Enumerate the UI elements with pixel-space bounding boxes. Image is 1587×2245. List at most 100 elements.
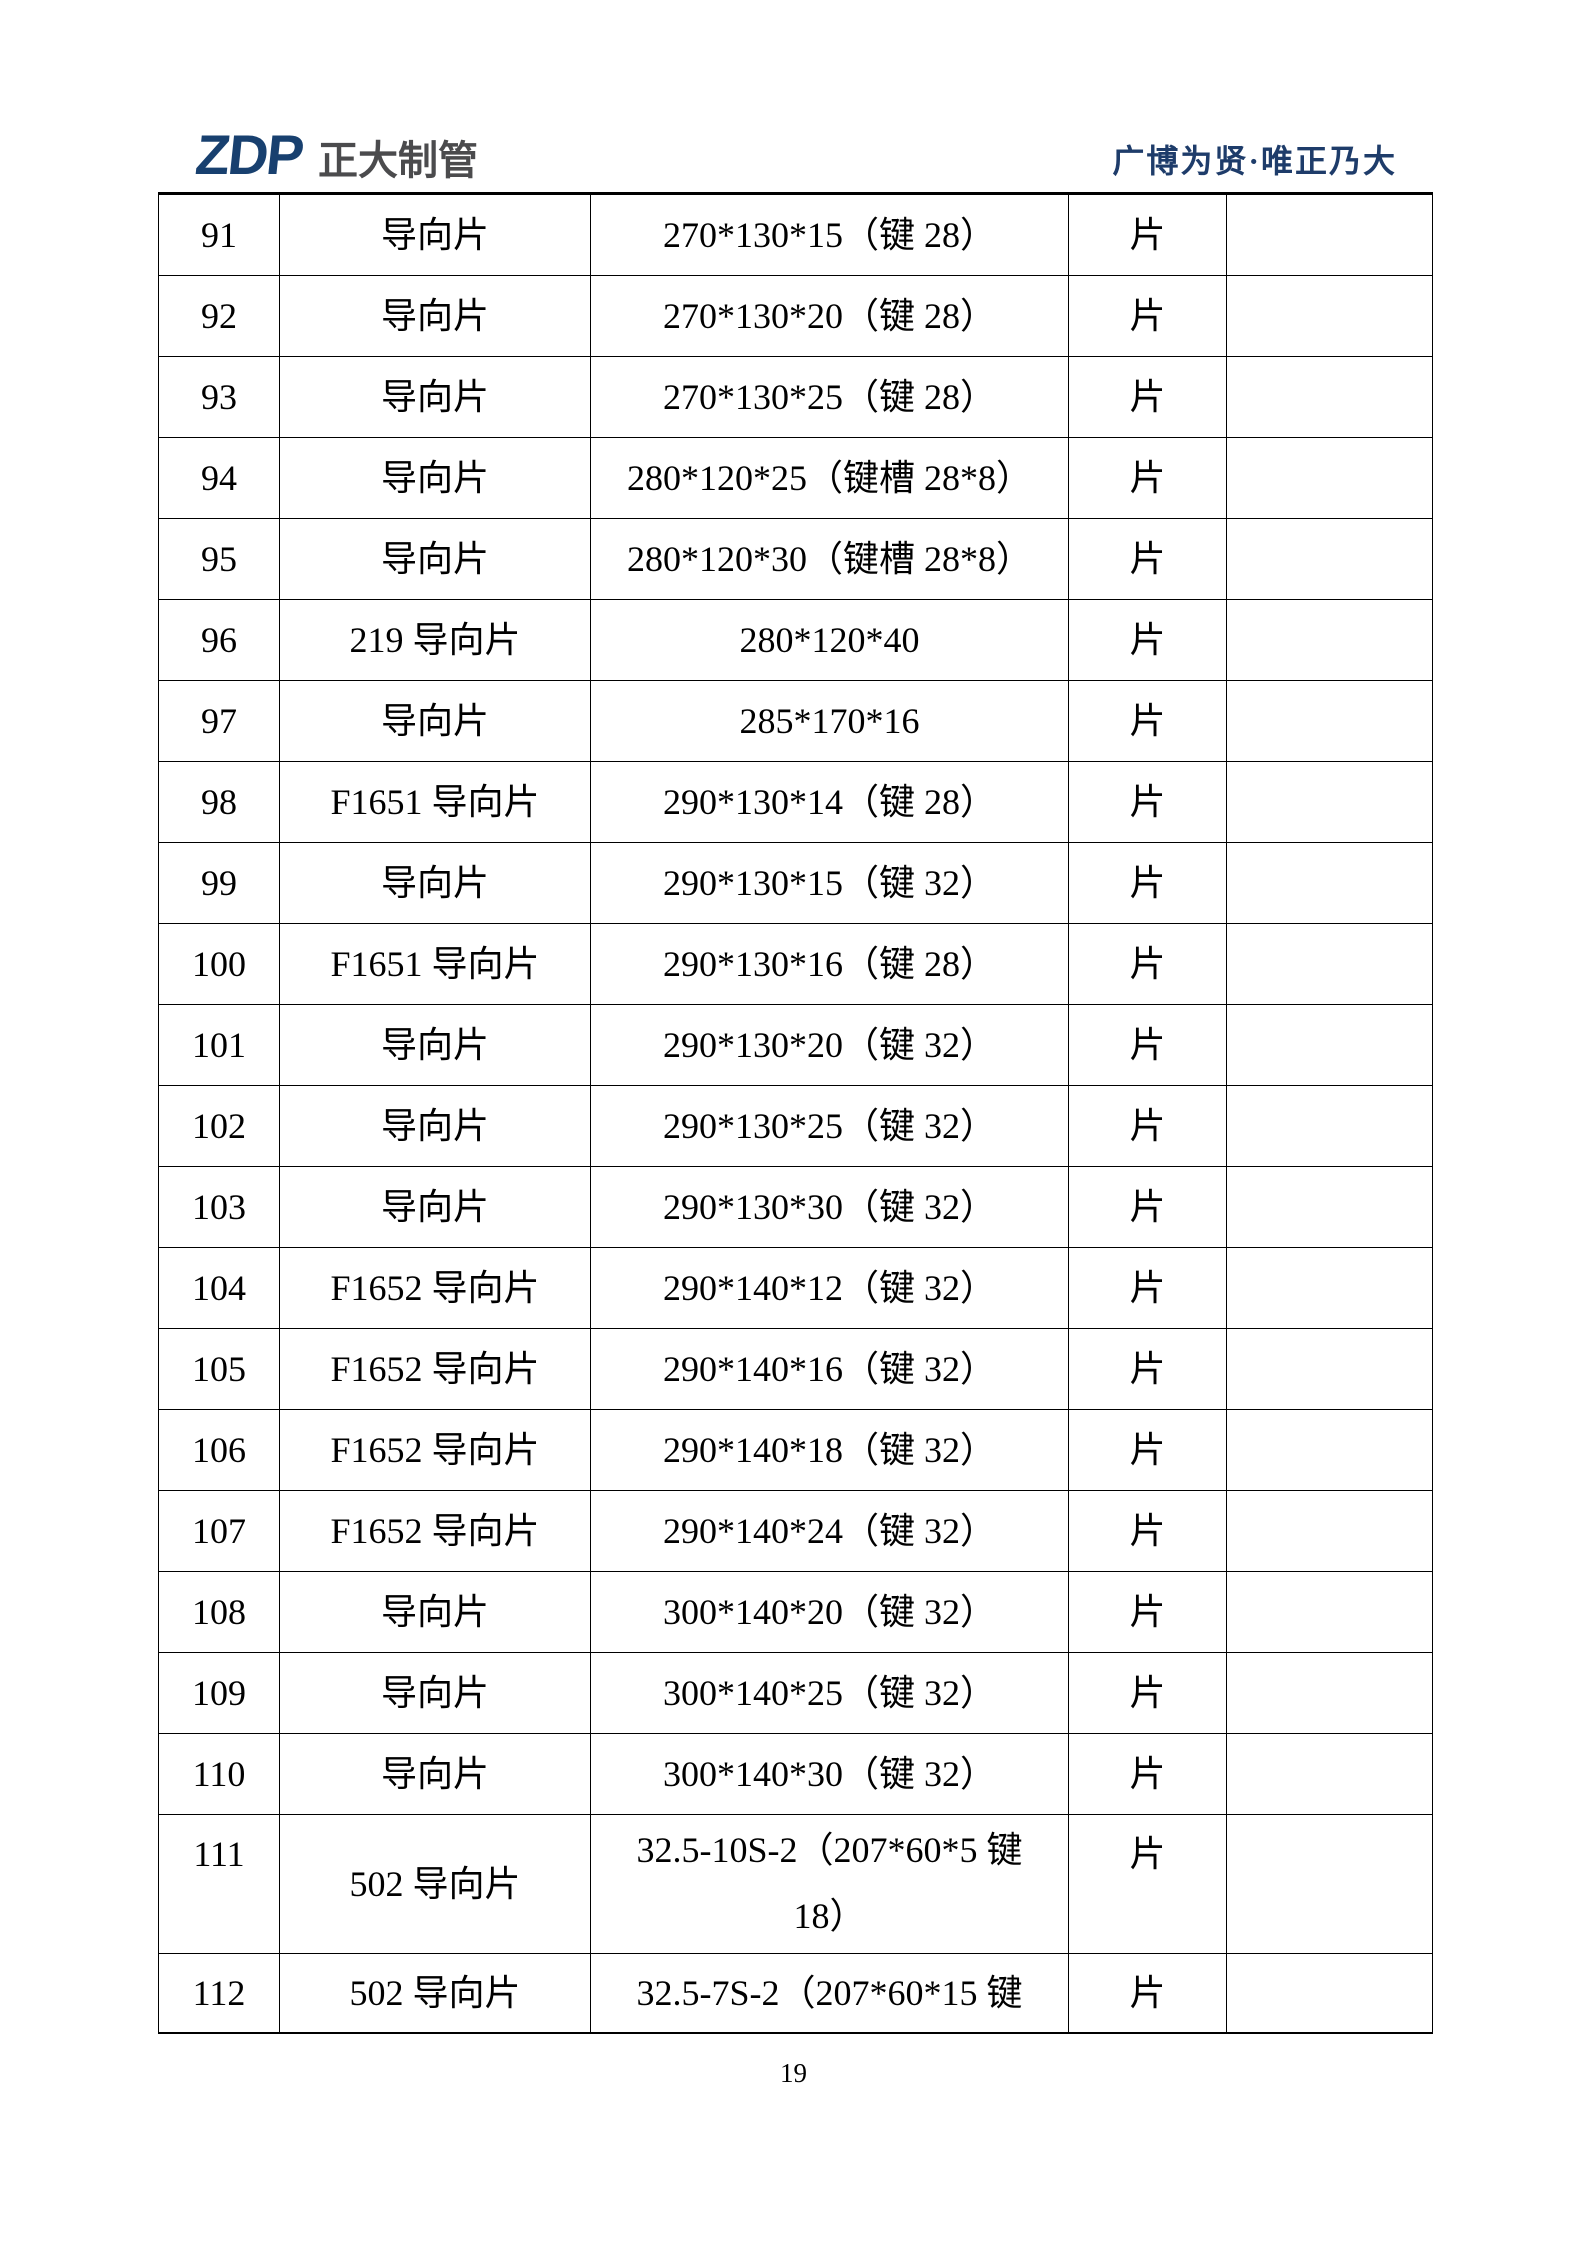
table-cell-unit: 片	[1069, 843, 1227, 923]
table-cell-spec: 290*130*30（键 32）	[591, 1167, 1069, 1247]
table-cell-note	[1227, 1086, 1432, 1166]
table-cell-spec: 300*140*25（键 32）	[591, 1653, 1069, 1733]
table-cell-spec-text: 280*120*30（键槽 28*8）	[626, 538, 1032, 579]
table-cell-name-text: 导向片	[380, 1672, 489, 1713]
table-row: 102 导向片 290*130*25（键 32） 片	[159, 1086, 1432, 1167]
table-cell-spec-text: 290*130*25（键 32）	[662, 1105, 996, 1146]
table-row: 100 F1651 导向片 290*130*16（键 28） 片	[159, 924, 1432, 1005]
table-cell-spec: 270*130*15（键 28）	[591, 195, 1069, 275]
table-cell-number-text: 100	[192, 943, 246, 984]
table-row: 110 导向片 300*140*30（键 32） 片	[159, 1734, 1432, 1815]
table-cell-name-text: 导向片	[380, 1591, 489, 1632]
table-row: 109 导向片 300*140*25（键 32） 片	[159, 1653, 1432, 1734]
table-cell-number: 98	[159, 762, 280, 842]
table-cell-number-text: 111	[193, 1834, 245, 1875]
table-cell-number: 93	[159, 357, 280, 437]
table-cell-name-text: 502 导向片	[349, 1972, 521, 2013]
table-cell-note	[1227, 357, 1432, 437]
table-cell-spec: 270*130*20（键 28）	[591, 276, 1069, 356]
table-row: 105 F1652 导向片 290*140*16（键 32） 片	[159, 1329, 1432, 1410]
table-cell-unit-text: 片	[1129, 1267, 1166, 1308]
table-cell-spec: 290*140*12（键 32）	[591, 1248, 1069, 1328]
table-cell-number-text: 109	[192, 1672, 246, 1713]
table-cell-unit-text: 片	[1129, 781, 1166, 822]
table-cell-note	[1227, 195, 1432, 275]
table-cell-name-text: F1652 导向片	[330, 1429, 540, 1470]
table-cell-spec-text: 280*120*40	[739, 619, 920, 660]
table-cell-name-text: 219 导向片	[349, 619, 521, 660]
table-cell-spec-text: 290*130*30（键 32）	[662, 1186, 996, 1227]
table-cell-number: 96	[159, 600, 280, 680]
table-cell-number: 111	[159, 1815, 280, 1953]
table-cell-spec-text: 270*130*15（键 28）	[662, 214, 996, 255]
table-cell-number: 112	[159, 1954, 280, 2032]
table-cell-note	[1227, 762, 1432, 842]
table-cell-number: 94	[159, 438, 280, 518]
table-cell-name: 导向片	[280, 681, 591, 761]
table-cell-name: F1651 导向片	[280, 762, 591, 842]
table-cell-unit: 片	[1069, 1248, 1227, 1328]
page-number: 19	[780, 2058, 807, 2088]
table-cell-number-text: 110	[192, 1753, 246, 1794]
table-cell-number: 91	[159, 195, 280, 275]
table-cell-name-text: 导向片	[380, 295, 489, 336]
table-cell-number-text: 102	[192, 1105, 246, 1146]
table-cell-unit-text: 片	[1129, 538, 1166, 579]
table-row: 107 F1652 导向片 290*140*24（键 32） 片	[159, 1491, 1432, 1572]
table-row: 96 219 导向片 280*120*40 片	[159, 600, 1432, 681]
table-cell-note	[1227, 1248, 1432, 1328]
table-cell-name-text: 导向片	[380, 1024, 489, 1065]
table-cell-spec: 290*130*14（键 28）	[591, 762, 1069, 842]
table-cell-number: 109	[159, 1653, 280, 1733]
table-row: 95 导向片 280*120*30（键槽 28*8） 片	[159, 519, 1432, 600]
table-cell-number-text: 97	[201, 700, 237, 741]
table-cell-name: 导向片	[280, 1086, 591, 1166]
table-cell-number-text: 107	[192, 1510, 246, 1551]
table-cell-name: 导向片	[280, 519, 591, 599]
table-cell-spec-text: 290*140*24（键 32）	[662, 1510, 996, 1551]
table-cell-number: 103	[159, 1167, 280, 1247]
table-cell-name-text: F1652 导向片	[330, 1348, 540, 1389]
table-cell-note	[1227, 1734, 1432, 1814]
table-cell-note	[1227, 276, 1432, 356]
company-slogan: 广博为贤·唯正乃大	[1112, 143, 1397, 179]
table-cell-note	[1227, 843, 1432, 923]
table-cell-unit: 片	[1069, 519, 1227, 599]
table-cell-number-text: 112	[192, 1972, 246, 2013]
table-cell-name: F1652 导向片	[280, 1410, 591, 1490]
table-row: 104 F1652 导向片 290*140*12（键 32） 片	[159, 1248, 1432, 1329]
table-cell-number-text: 92	[201, 295, 237, 336]
table-cell-spec: 300*140*20（键 32）	[591, 1572, 1069, 1652]
table-cell-spec-text: 290*130*14（键 28）	[662, 781, 996, 822]
table-cell-spec: 280*120*25（键槽 28*8）	[591, 438, 1069, 518]
table-cell-number: 100	[159, 924, 280, 1004]
table-cell-name: F1652 导向片	[280, 1248, 591, 1328]
table-cell-unit: 片	[1069, 1734, 1227, 1814]
table-cell-number-text: 96	[201, 619, 237, 660]
table-cell-note	[1227, 681, 1432, 761]
table-cell-number-text: 103	[192, 1186, 246, 1227]
table-cell-unit: 片	[1069, 681, 1227, 761]
spare-parts-table: 91 导向片 270*130*15（键 28） 片 92 导向片 270*130*20（键 …	[158, 192, 1433, 2034]
table-cell-spec-text: 280*120*25（键槽 28*8）	[626, 457, 1032, 498]
table-cell-unit-text: 片	[1129, 1510, 1166, 1551]
table-cell-note	[1227, 1572, 1432, 1652]
table-cell-number-text: 91	[201, 214, 237, 255]
table-cell-name-text: 导向片	[380, 214, 489, 255]
table-cell-note	[1227, 924, 1432, 1004]
table-cell-unit-text: 片	[1129, 457, 1166, 498]
table-cell-number-text: 98	[201, 781, 237, 822]
table-cell-name-text: F1652 导向片	[330, 1267, 540, 1308]
table-cell-note	[1227, 1653, 1432, 1733]
table-cell-name: 502 导向片	[280, 1815, 591, 1953]
table-cell-number: 95	[159, 519, 280, 599]
table-cell-spec: 270*130*25（键 28）	[591, 357, 1069, 437]
table-cell-unit: 片	[1069, 1167, 1227, 1247]
table-cell-number: 104	[159, 1248, 280, 1328]
table-cell-spec: 290*140*16（键 32）	[591, 1329, 1069, 1409]
table-cell-name: F1652 导向片	[280, 1491, 591, 1571]
table-cell-spec: 280*120*40	[591, 600, 1069, 680]
table-cell-note	[1227, 438, 1432, 518]
table-cell-unit-text: 片	[1129, 1024, 1166, 1065]
table-cell-number-text: 94	[201, 457, 237, 498]
